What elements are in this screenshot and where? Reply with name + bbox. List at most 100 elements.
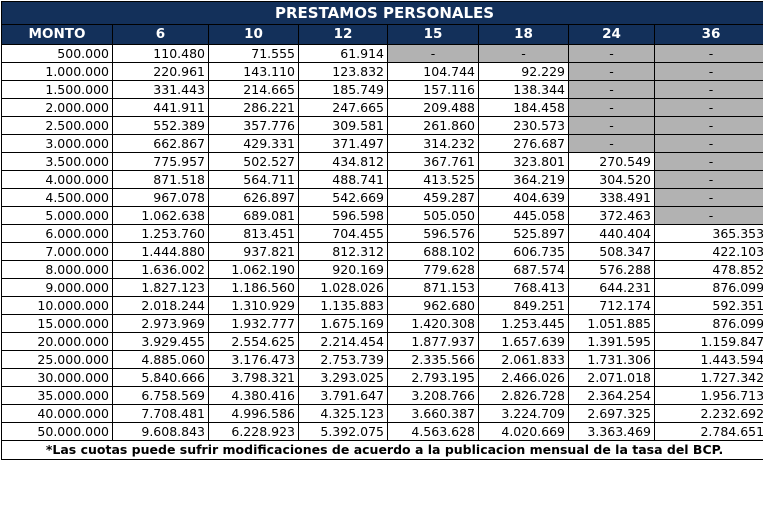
installment-cell: 1.253.445 <box>478 314 569 333</box>
installment-cell: 1.420.308 <box>387 314 479 333</box>
installment-cell: 849.251 <box>478 296 569 315</box>
table-row: 1.000.000 220.961 143.110 123.832 104.744 92.… <box>1 62 763 81</box>
installment-cell: 372.463 <box>568 206 655 225</box>
amount-cell: 6.000.000 <box>1 224 113 243</box>
installment-cell: 429.331 <box>208 134 299 153</box>
installment-cell: 1.051.885 <box>568 314 655 333</box>
table-row: 30.000.000 5.840.666 3.798.321 3.293.025 2.7… <box>1 368 763 387</box>
column-header-monto: MONTO <box>1 24 113 45</box>
amount-cell: 50.000.000 <box>1 422 113 441</box>
table-row: 4.000.000 871.518 564.711 488.741 413.525 364… <box>1 170 763 189</box>
amount-cell: 15.000.000 <box>1 314 113 333</box>
installment-cell: 502.527 <box>208 152 299 171</box>
installment-cell: 413.525 <box>387 170 479 189</box>
installment-cell: 2.466.026 <box>478 368 569 387</box>
installment-cell: 662.867 <box>112 134 209 153</box>
installment-cell: 276.687 <box>478 134 569 153</box>
installment-cell: 1.727.342 <box>653 368 763 387</box>
table-row: 7.000.000 1.444.880 937.821 812.312 688.102 6… <box>1 242 763 261</box>
unavailable-cell: - <box>568 116 655 135</box>
unavailable-cell: - <box>653 62 763 81</box>
table-row: 2.500.000 552.389 357.776 309.581 261.860 230… <box>1 116 763 135</box>
installment-cell: 552.389 <box>112 116 209 135</box>
installment-cell: 209.488 <box>387 98 479 117</box>
installment-cell: 920.169 <box>298 260 388 279</box>
installment-cell: 626.897 <box>208 188 299 207</box>
table-row: 25.000.000 4.885.060 3.176.473 2.753.739 2.3… <box>1 350 763 369</box>
installment-cell: 2.232.692 <box>653 404 763 423</box>
installment-cell: 2.554.625 <box>208 332 299 351</box>
installment-cell: 2.793.195 <box>387 368 479 387</box>
installment-cell: 445.058 <box>478 206 569 225</box>
installment-cell: 371.497 <box>298 134 388 153</box>
unavailable-cell: - <box>568 134 655 153</box>
installment-cell: 331.443 <box>112 80 209 99</box>
installment-cell: 3.929.455 <box>112 332 209 351</box>
installment-cell: 4.563.628 <box>387 422 479 441</box>
installment-cell: 2.826.728 <box>478 386 569 405</box>
installment-cell: 3.798.321 <box>208 368 299 387</box>
installment-cell: 1.956.713 <box>653 386 763 405</box>
amount-cell: 10.000.000 <box>1 296 113 315</box>
table-row: 4.500.000 967.078 626.897 542.669 459.287 404… <box>1 188 763 207</box>
installment-cell: 3.293.025 <box>298 368 388 387</box>
installment-cell: 123.832 <box>298 62 388 81</box>
installment-cell: 876.099 <box>653 314 763 333</box>
unavailable-cell: - <box>653 170 763 189</box>
installment-cell: 712.174 <box>568 296 655 315</box>
installment-cell: 365.353 <box>653 224 763 243</box>
installment-cell: 488.741 <box>298 170 388 189</box>
installment-cell: 7.708.481 <box>112 404 209 423</box>
installment-cell: 1.444.880 <box>112 242 209 261</box>
amount-cell: 500.000 <box>1 44 113 63</box>
installment-cell: 404.639 <box>478 188 569 207</box>
installment-cell: 4.325.123 <box>298 404 388 423</box>
table-row: 6.000.000 1.253.760 813.451 704.455 596.576 5… <box>1 224 763 243</box>
installment-cell: 962.680 <box>387 296 479 315</box>
amount-cell: 35.000.000 <box>1 386 113 405</box>
installment-cell: 338.491 <box>568 188 655 207</box>
installment-cell: 1.932.777 <box>208 314 299 333</box>
amount-cell: 5.000.000 <box>1 206 113 225</box>
installment-cell: 214.665 <box>208 80 299 99</box>
installment-cell: 606.735 <box>478 242 569 261</box>
installment-cell: 92.229 <box>478 62 569 81</box>
column-header-term-10: 10 <box>208 24 299 45</box>
installment-cell: 644.231 <box>568 278 655 297</box>
installment-cell: 3.224.709 <box>478 404 569 423</box>
installment-cell: 1.443.594 <box>653 350 763 369</box>
installment-cell: 1.186.560 <box>208 278 299 297</box>
installment-cell: 1.675.169 <box>298 314 388 333</box>
installment-cell: 505.050 <box>387 206 479 225</box>
installment-cell: 5.840.666 <box>112 368 209 387</box>
title-row: PRESTAMOS PERSONALES <box>0 1 763 25</box>
installment-cell: 104.744 <box>387 62 479 81</box>
installment-cell: 596.598 <box>298 206 388 225</box>
column-header-term-18: 18 <box>478 24 569 45</box>
installment-cell: 596.576 <box>387 224 479 243</box>
installment-cell: 4.380.416 <box>208 386 299 405</box>
amount-cell: 2.000.000 <box>1 98 113 117</box>
unavailable-cell: - <box>568 62 655 81</box>
amount-cell: 2.500.000 <box>1 116 113 135</box>
installment-cell: 1.253.760 <box>112 224 209 243</box>
unavailable-cell: - <box>568 44 655 63</box>
installment-cell: 3.791.647 <box>298 386 388 405</box>
table-row: 9.000.000 1.827.123 1.186.560 1.028.026 871.… <box>1 278 763 297</box>
installment-cell: 270.549 <box>568 152 655 171</box>
amount-cell: 3.000.000 <box>1 134 113 153</box>
installment-cell: 688.102 <box>387 242 479 261</box>
amount-cell: 4.000.000 <box>1 170 113 189</box>
installment-cell: 230.573 <box>478 116 569 135</box>
installment-cell: 704.455 <box>298 224 388 243</box>
installment-cell: 1.657.639 <box>478 332 569 351</box>
table-row: 2.000.000 441.911 286.221 247.665 209.488 184… <box>1 98 763 117</box>
table-body: 500.000 110.480 71.555 61.914- - - -1.000.000 2… <box>1 44 763 441</box>
table-row: 50.000.000 9.608.843 6.228.923 5.392.075 4.5… <box>1 422 763 441</box>
installment-cell: 4.020.669 <box>478 422 569 441</box>
installment-cell: 1.135.883 <box>298 296 388 315</box>
table-row: 500.000 110.480 71.555 61.914- - - - <box>1 44 763 63</box>
installment-cell: 286.221 <box>208 98 299 117</box>
table-row: 3.000.000 662.867 429.331 371.497 314.232 276… <box>1 134 763 153</box>
installment-cell: 1.391.595 <box>568 332 655 351</box>
